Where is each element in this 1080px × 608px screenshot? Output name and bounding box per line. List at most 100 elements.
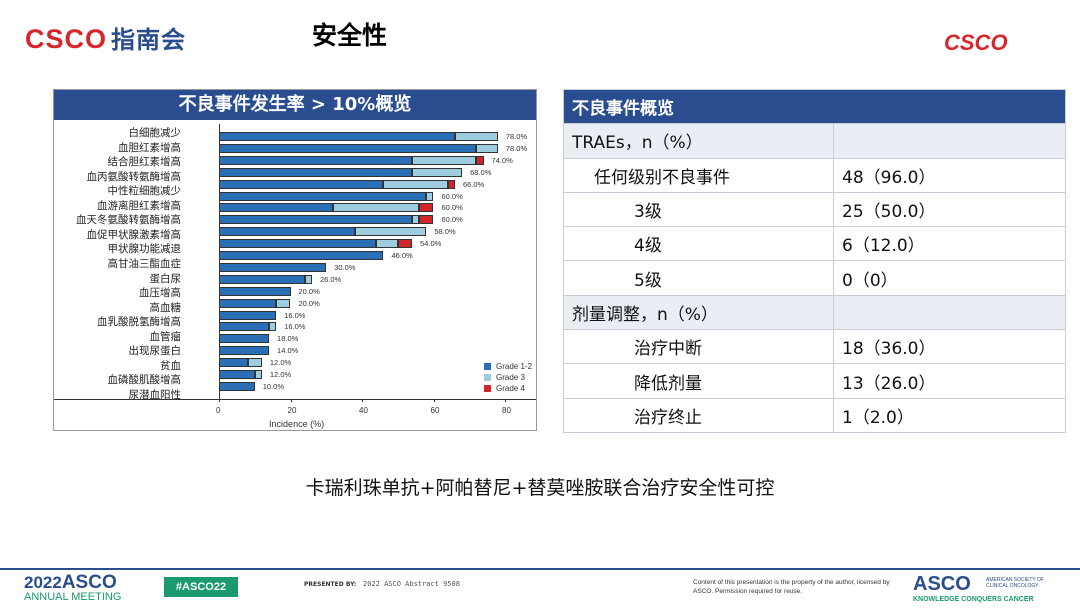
row-value: 0（0） <box>833 260 1066 296</box>
meeting-name: ANNUAL MEETING <box>24 591 122 603</box>
copyright-notice: Content of this presentation is the prop… <box>693 579 890 595</box>
bar-value-label: 16.0% <box>284 322 306 332</box>
bar-g12 <box>219 191 427 201</box>
row-label: 剂量调整，n（%） <box>563 294 834 331</box>
bar-g3 <box>247 358 262 368</box>
bar-g12 <box>219 155 413 165</box>
bar-value-label: 58.0% <box>434 227 456 237</box>
bar-g12 <box>219 322 270 332</box>
csco-guideline-logo: CSCO 指南会 <box>25 20 186 55</box>
category-label: 血压增高 <box>139 287 181 300</box>
category-label: 高甘油三酯血症 <box>107 257 182 270</box>
bar-g12 <box>219 370 255 379</box>
chart-panel: 不良事件发生率 > 10%概览 白细胞减少 血胆红素增高 结合胆红素增高 血丙氨酸转氨… <box>53 89 537 431</box>
bar-value-label: 46.0% <box>391 251 413 260</box>
bar-value-label: 74.0% <box>491 155 513 165</box>
presented-by-label: PRESENTED BY: <box>304 581 357 588</box>
table-row: 剂量调整，n（%） <box>563 294 1066 331</box>
row-label: 任何级别不良事件 <box>563 157 834 193</box>
bar-chart: 白细胞减少 血胆红素增高 结合胆红素增高 血丙氨酸转氨酶增高 中性粒细胞减少 血游离胆红素… <box>54 90 536 430</box>
x-tick-label: 40 <box>359 406 368 415</box>
meeting-brand: ASCO <box>61 572 117 593</box>
category-label: 贫血 <box>160 359 181 372</box>
legend-swatch <box>484 363 491 370</box>
table-row: 5级 0（0） <box>563 260 1066 296</box>
category-label: 高血糖 <box>149 301 182 314</box>
x-tick-mark <box>362 399 363 402</box>
bar-g4 <box>419 203 434 213</box>
bar-value-label: 20.0% <box>298 286 320 296</box>
row-value <box>833 123 1066 159</box>
category-label: 中性粒细胞减少 <box>107 185 182 198</box>
row-label: TRAEs，n（%） <box>563 123 834 159</box>
table-row: TRAEs，n（%） <box>563 123 1066 159</box>
bar-g3 <box>333 203 420 213</box>
bar-value-label: 26.0% <box>319 274 342 284</box>
bar-g3 <box>254 370 262 379</box>
bar-g3 <box>426 191 434 201</box>
bar-g12 <box>219 381 255 391</box>
asco-tagline: KNOWLEDGE CONQUERS CANCER <box>913 596 1034 603</box>
category-label: 血胆红素增高 <box>118 141 181 154</box>
bar-value-label: 60.0% <box>441 203 463 213</box>
adverse-events-table: 不良事件概览 TRAEs，n（%） 任何级别不良事件 48（96.0） 3级 25（50.… <box>563 88 1066 433</box>
row-label: 5级 <box>563 260 834 296</box>
category-label: 血管瘤 <box>149 330 182 343</box>
bar-g12 <box>219 274 305 284</box>
row-label: 治疗中断 <box>563 329 834 365</box>
bar-g3 <box>354 227 427 237</box>
table-header: 不良事件概览 <box>563 88 1066 125</box>
x-tick-label: 20 <box>287 406 297 415</box>
category-label: 蛋白尿 <box>149 272 182 285</box>
x-axis-label: Incidence (%) <box>269 419 325 429</box>
conclusion-text: 卡瑞利珠单抗+阿帕替尼+替莫唑胺联合治疗安全性可控 <box>305 477 775 499</box>
legend-item: Grade 3 <box>484 373 525 382</box>
category-label: 尿潜血阳性 <box>128 388 182 401</box>
table-header-row: 不良事件概览 <box>563 88 1066 125</box>
bar-g12 <box>219 167 413 177</box>
x-tick-label: 60 <box>430 406 440 415</box>
row-value: 48（96.0） <box>833 157 1066 193</box>
row-label: 治疗终止 <box>563 397 834 433</box>
bar-g12 <box>219 251 384 260</box>
bar-g3 <box>412 167 463 177</box>
bar-g12 <box>219 346 270 356</box>
legend-swatch <box>484 374 491 381</box>
bar-value-label: 18.0% <box>277 334 299 344</box>
asco-society-name: AMERICAN SOCIETY OF CLINICAL ONCOLOGY <box>986 577 1044 589</box>
bar-g12 <box>219 298 277 308</box>
legend-swatch <box>484 385 491 392</box>
x-tick-mark <box>433 399 435 402</box>
asco-logo: ASCO AMERICAN SOCIETY OF CLINICAL ONCOLO… <box>913 573 1044 603</box>
table-row: 降低剂量 13（26.0） <box>563 363 1066 399</box>
row-value: 6（12.0） <box>833 226 1066 262</box>
y-axis-line <box>219 124 220 399</box>
bar-g12 <box>219 203 334 213</box>
category-label: 血天冬氨酸转氨酶增高 <box>76 214 181 227</box>
bar-g4 <box>397 239 413 249</box>
row-label: 3级 <box>563 191 834 228</box>
bar-g12 <box>219 215 413 225</box>
table-row: 任何级别不良事件 48（96.0） <box>563 157 1066 193</box>
bar-g3 <box>454 132 498 141</box>
category-label: 血丙氨酸转氨酶增高 <box>86 170 182 183</box>
bar-g12 <box>219 286 291 296</box>
bar-g3 <box>376 239 398 249</box>
bar-value-label: 78.0% <box>505 132 528 141</box>
legend-item: Grade 4 <box>484 384 525 393</box>
bar-g3 <box>276 298 291 308</box>
x-tick-mark <box>505 399 506 402</box>
bar-value-label: 60.0% <box>441 215 463 225</box>
bar-g12 <box>219 358 248 368</box>
abstract-number: 2022 ASCO Abstract 9508 <box>363 580 460 588</box>
meeting-year: 2022 <box>24 573 62 592</box>
table-row: 3级 25（50.0） <box>563 191 1066 228</box>
bar-value-label: 78.0% <box>505 143 528 153</box>
bar-g3 <box>412 155 477 165</box>
bar-g12 <box>219 132 455 141</box>
bar-value-label: 66.0% <box>462 179 485 189</box>
x-tick-label: 0 <box>216 406 221 415</box>
legend-item: Grade 1-2 <box>484 362 532 371</box>
category-label: 血乳酸脱氢酶增高 <box>97 316 181 329</box>
row-value <box>833 294 1066 331</box>
